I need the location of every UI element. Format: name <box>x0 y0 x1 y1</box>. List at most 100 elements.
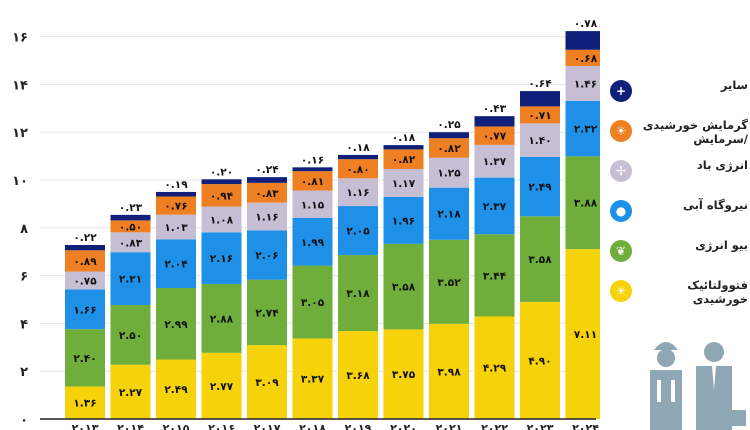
bar-segment <box>201 179 242 185</box>
data-label: ۲.۴۹ <box>164 384 188 396</box>
data-label: ۳.۵۸ <box>528 254 552 266</box>
data-label: ۰.۹۴ <box>210 190 234 202</box>
data-label: ۲.۱۸ <box>437 209 461 221</box>
bar-segment <box>565 31 600 50</box>
data-label: ۳.۵۲ <box>437 277 461 289</box>
data-label: ۰.۷۱ <box>528 110 551 122</box>
legend-item-wind: ✢ انرژی باد <box>604 158 750 188</box>
data-label: ۱.۱۶ <box>255 212 278 224</box>
data-label: ۰.۲۵ <box>437 119 461 131</box>
bar-segment <box>474 126 515 145</box>
bar-segment <box>429 157 469 188</box>
data-label: ۲.۳۲ <box>574 124 598 136</box>
data-label: ۰.۷۶ <box>164 201 187 213</box>
data-label: ۱.۳۷ <box>483 156 507 168</box>
leaf-icon: ❦ <box>610 240 632 262</box>
bar-segment <box>292 190 333 219</box>
x-tick-label: ۲۰۱۶ <box>208 422 235 430</box>
bar-segment <box>201 283 242 353</box>
bar-segment <box>520 123 560 157</box>
bar-segment <box>65 329 105 387</box>
bar-segment <box>338 159 378 179</box>
data-label: ۱.۹۶ <box>392 215 415 227</box>
bar-segment <box>565 156 600 250</box>
bar-segment <box>565 249 600 419</box>
data-label: ۱.۴۶ <box>574 78 597 90</box>
data-label: ۰.۶۴ <box>528 78 552 90</box>
data-label: ۰.۸۲ <box>392 154 416 166</box>
bar-segment <box>429 187 469 240</box>
bar-segment <box>520 216 560 302</box>
legend-label: نیروگاه آبی <box>682 198 748 212</box>
legend-item-hydro: ● نیروگاه آبی <box>604 198 750 228</box>
data-label: ۰.۲۰ <box>210 166 233 178</box>
data-label: ۲.۰۶ <box>255 250 278 262</box>
bar-segment <box>156 196 196 215</box>
data-label: ۳.۳۷ <box>301 374 325 386</box>
legend-item-other: + سایر <box>604 78 750 108</box>
bar-segment <box>201 184 242 207</box>
data-label: ۰.۶۸ <box>574 53 598 65</box>
data-label: ۲.۲۱ <box>119 274 142 286</box>
bar-segment <box>65 289 105 330</box>
legend-item-bioenergy: ❦ بیو انرژی <box>604 238 750 268</box>
data-label: ۱.۳۶ <box>73 398 96 410</box>
data-label: ۰.۴۳ <box>483 103 507 115</box>
bar-segment <box>110 304 151 365</box>
legend-label: انرژی باد <box>696 158 748 172</box>
data-label: ۲.۷۷ <box>210 381 234 393</box>
sun-icon: ☀ <box>610 280 632 302</box>
x-tick-label: ۲۰۱۳ <box>72 422 99 430</box>
bar-segment <box>383 329 424 419</box>
legend: + سایر ☀ گرمایش خورشیدی /سرمایش ✢ انرژی … <box>604 78 750 318</box>
bar-segment <box>156 191 196 197</box>
data-label: ۲.۴۰ <box>73 353 96 365</box>
data-label: ۱.۱۶ <box>346 187 369 199</box>
plug-icon: + <box>610 80 632 102</box>
y-tick-label: ۴ <box>20 317 28 332</box>
bar-segment <box>338 331 378 419</box>
x-tick-label: ۲۰۱۵ <box>163 422 190 430</box>
data-label: ۰.۲۴ <box>255 164 279 176</box>
x-tick-label: ۲۰۱۴ <box>117 422 144 430</box>
data-label: ۰.۱۶ <box>301 154 324 166</box>
data-label: ۳.۰۵ <box>301 297 325 309</box>
x-tick-label: ۲۰۲۴ <box>572 422 599 430</box>
bar-segment <box>110 214 151 221</box>
data-label: ۲.۰۵ <box>346 226 370 238</box>
legend-item-solar-pv: ☀ فتوولتائیک خورشیدی <box>604 278 750 308</box>
bar-segment <box>383 243 424 330</box>
bar-segment <box>156 288 196 360</box>
legend-label: سایر <box>720 78 748 92</box>
bar-segment <box>110 232 151 253</box>
data-label: ۷.۱۱ <box>574 329 597 341</box>
bar-segment <box>338 154 378 160</box>
legend-label: بیو انرژی <box>695 238 748 252</box>
bar-segment <box>247 177 287 183</box>
bar-segment <box>292 265 333 339</box>
bar-segment <box>247 202 287 231</box>
data-label: ۳.۰۹ <box>255 377 279 389</box>
y-tick-label: ۱۰ <box>12 174 28 189</box>
data-label: ۲.۲۷ <box>119 387 143 399</box>
data-label: ۳.۵۸ <box>392 282 416 294</box>
y-tick-label: ۱۲ <box>12 126 28 141</box>
data-label: ۰.۱۹ <box>164 179 188 191</box>
data-label: ۲.۱۶ <box>210 253 233 265</box>
bar-segment <box>247 182 287 203</box>
bar-segment <box>110 252 151 305</box>
bar-segment <box>201 352 242 419</box>
bar-segment <box>292 167 333 172</box>
bar-segment <box>474 177 515 235</box>
data-label: ۲.۹۹ <box>164 319 188 331</box>
data-label: ۰.۸۱ <box>301 176 324 188</box>
data-label: ۰.۸۹ <box>73 256 97 268</box>
x-tick-label: ۲۰۱۹ <box>345 422 372 430</box>
data-label: ۲.۳۷ <box>483 201 507 213</box>
data-label: ۲.۴۹ <box>528 182 552 194</box>
bar-segment <box>474 116 515 127</box>
stacked-bar-chart: ۱.۳۶ ۲.۴۰ ۱.۶۶ ۰.۷۵ ۰.۸۹ ۰.۲۲ ۲.۲۷ ۲.۵۰ ۲.۲۱ ۰.۸۳… <box>12 18 600 430</box>
legend-label: فتوولتائیک خورشیدی <box>687 278 748 306</box>
wind-turbine-icon: ✢ <box>610 160 632 182</box>
bar-segment <box>201 232 242 284</box>
